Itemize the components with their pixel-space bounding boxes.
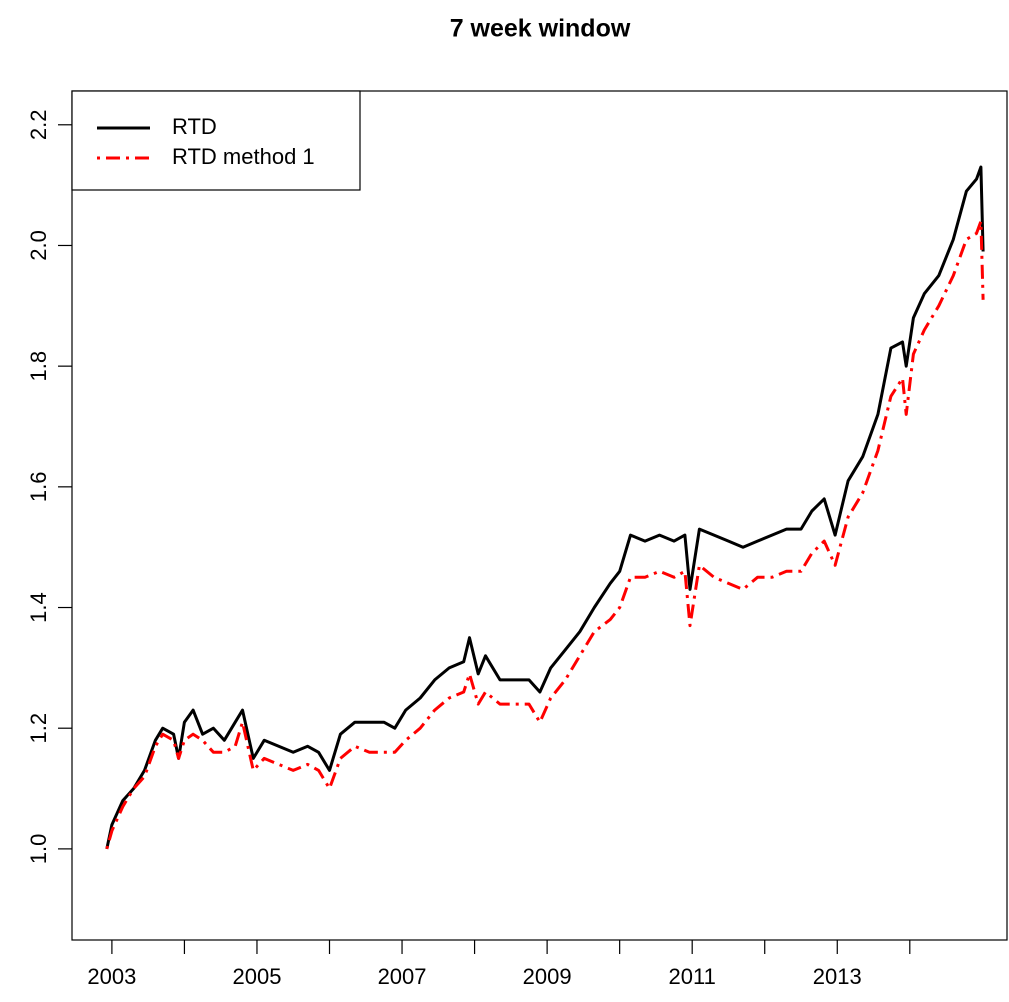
y-tick-label: 2.0 xyxy=(26,230,51,261)
x-tick-label: 2009 xyxy=(523,964,572,989)
legend-box xyxy=(71,90,361,191)
y-tick-label: 1.0 xyxy=(26,834,51,865)
x-tick-label: 2007 xyxy=(378,964,427,989)
y-tick-label: 2.2 xyxy=(26,109,51,140)
x-tick-label: 2005 xyxy=(232,964,281,989)
plot-frame xyxy=(71,90,1008,941)
x-tick-label: 2013 xyxy=(813,964,862,989)
y-tick-label: 1.4 xyxy=(26,592,51,623)
series-line xyxy=(105,219,985,850)
series-line xyxy=(105,165,985,850)
x-tick-label: 2011 xyxy=(669,964,716,989)
legend-label: RTD method 1 xyxy=(172,144,315,169)
y-tick-label: 1.6 xyxy=(26,472,51,503)
legend-label: RTD xyxy=(172,114,217,139)
y-tick-label: 1.2 xyxy=(26,713,51,744)
x-tick-label: 2003 xyxy=(87,964,136,989)
y-tick-label: 1.8 xyxy=(26,351,51,382)
chart-title: 7 week window xyxy=(450,15,631,43)
